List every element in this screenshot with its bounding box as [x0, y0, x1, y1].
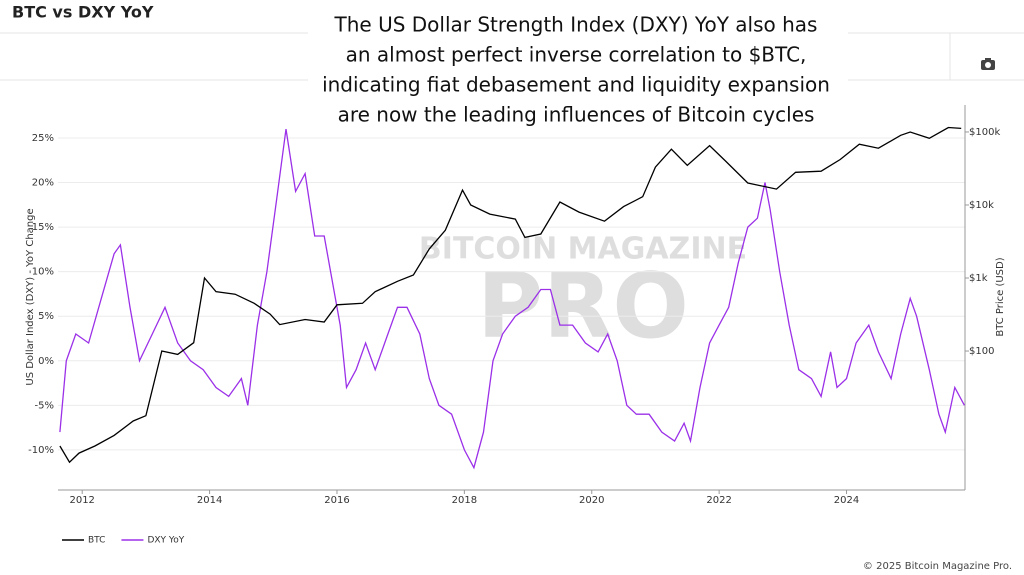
y-tick-label: -10%: [28, 445, 54, 456]
y-axis-title: US Dollar Index (DXY) - YoY Change: [25, 208, 36, 385]
y-tick-label: 20%: [32, 178, 54, 189]
legend-label: BTC: [88, 536, 105, 546]
y-tick-label: -5%: [35, 400, 54, 411]
watermark-text: BITCOIN MAGAZINE: [419, 232, 747, 267]
annotation-line: are now the leading influences of Bitcoi…: [338, 103, 815, 127]
footer: © 2025 Bitcoin Magazine Pro.: [863, 561, 1012, 572]
y-tick-label: 5%: [38, 311, 54, 322]
x-tick-label: 2014: [197, 495, 222, 506]
x-tick-label: 2018: [452, 495, 477, 506]
y2-tick-label: $100k: [969, 127, 1000, 138]
x-tick-label: 2022: [706, 495, 731, 506]
series-line: [59, 126, 962, 464]
x-tick-label: 2012: [69, 495, 94, 506]
annotation: The US Dollar Strength Index (DXY) YoY a…: [322, 13, 830, 127]
y-tick-label: 0%: [38, 356, 54, 367]
y2-tick-label: $1k: [969, 273, 988, 284]
legend: BTC DXY YoY: [62, 536, 185, 546]
annotation-line: The US Dollar Strength Index (DXY) YoY a…: [334, 13, 818, 37]
watermark-text: PRO: [477, 254, 689, 359]
y-tick-label: 25%: [32, 133, 54, 144]
y-tick-label: 15%: [32, 222, 54, 233]
y2-tick-label: $100: [969, 346, 994, 357]
annotation-line: indicating fiat debasement and liquidity…: [322, 73, 830, 97]
camera-top: [985, 58, 991, 61]
series-line: [59, 129, 965, 470]
chart-title: BTC vs DXY YoY: [12, 3, 154, 22]
annotation-line: an almost perfect inverse correlation to…: [346, 43, 807, 67]
x-tick-label: 2016: [324, 495, 349, 506]
plot-area: -10% -5% 0% 5% 10% 15% 20% 25% $100 $1k $10k $100k 2…: [28, 105, 1000, 506]
annotation-box: [308, 10, 848, 134]
y-tick-label: 10%: [32, 267, 54, 278]
camera-lens: [985, 62, 991, 68]
x-tick-label: 2020: [579, 495, 604, 506]
legend-label: DXY YoY: [147, 536, 184, 546]
x-tick-label: 2024: [834, 495, 859, 506]
y2-tick-label: $10k: [969, 200, 994, 211]
y2-axis-title: BTC Price (USD): [995, 257, 1006, 336]
camera-icon[interactable]: [981, 58, 995, 70]
